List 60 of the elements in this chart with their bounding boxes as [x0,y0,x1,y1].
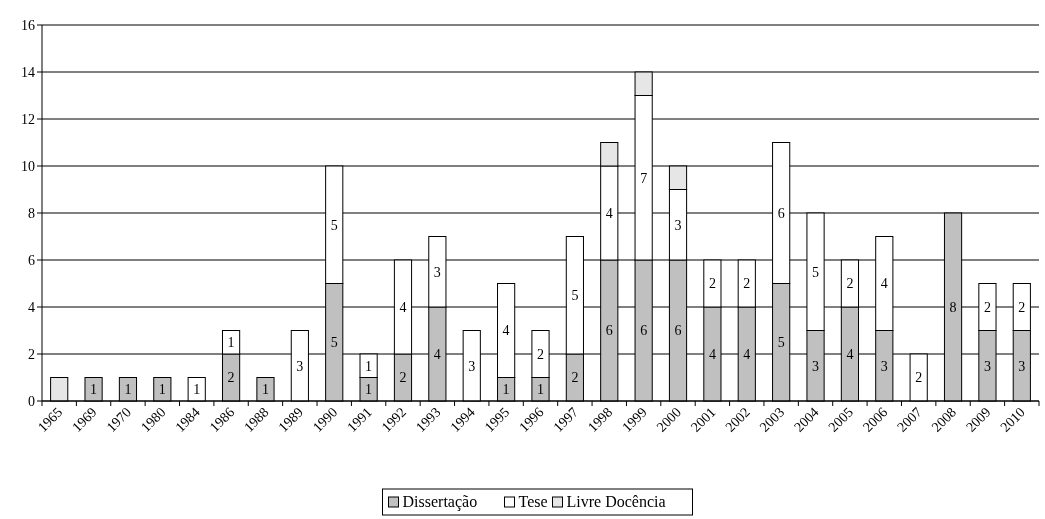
data-label: 4 [399,299,407,315]
data-label: 3 [468,358,476,374]
data-label: 6 [640,323,648,339]
y-tick-label: 14 [21,64,35,80]
data-label: 3 [812,358,820,374]
data-label: 6 [777,205,785,221]
data-label: 5 [812,264,820,280]
data-label: 2 [1018,299,1026,315]
y-tick-label: 0 [28,393,35,409]
data-label: 5 [330,335,338,351]
data-label: 2 [983,299,991,315]
data-label: 6 [674,323,682,339]
data-label: 3 [983,358,991,374]
data-label: 1 [365,382,373,398]
legend-label: Tese [518,493,548,510]
y-tick-label: 12 [21,111,35,127]
data-label: 2 [743,276,751,292]
data-label: 1 [90,382,98,398]
data-label: 4 [605,205,613,221]
data-label: 3 [880,358,888,374]
data-label: 2 [846,276,854,292]
data-label: 1 [537,382,544,398]
data-label: 1 [227,335,235,351]
y-tick-label: 4 [28,299,35,315]
data-label: 2 [399,370,407,386]
data-label: 5 [777,335,785,351]
data-label: 4 [433,346,441,362]
legend-label: Livre Docência [566,493,666,510]
x-tick-label: 2001 [688,404,719,435]
y-tick-label: 6 [28,252,35,268]
data-label: 7 [640,170,648,186]
data-label: 2 [227,370,235,386]
data-label: 3 [296,358,304,374]
data-label: 4 [846,346,854,362]
data-label: 1 [502,382,510,398]
data-label: 5 [330,217,338,233]
data-label: 6 [605,323,613,339]
data-label: 2 [537,346,544,362]
data-label: 8 [949,299,957,315]
data-label: 5 [571,288,579,304]
data-label: 3 [674,217,682,233]
data-label: 2 [708,276,716,292]
data-label: 1 [365,358,373,374]
y-tick-label: 2 [28,346,35,362]
data-label: 3 [433,264,441,280]
data-label: 1 [193,382,201,398]
data-label: 1 [158,382,166,398]
data-label: 3 [1018,358,1026,374]
data-label: 1 [261,382,269,398]
data-label: 4 [502,323,510,339]
legend-label: Dissertação [402,493,478,511]
data-label: 4 [708,346,716,362]
data-label: 4 [880,276,888,292]
y-tick-label: 8 [28,205,35,221]
y-tick-label: 16 [21,17,35,33]
data-label: 4 [743,346,751,362]
data-label: 2 [915,370,923,386]
y-tick-label: 10 [21,158,35,174]
data-label: 1 [124,382,132,398]
data-label: 2 [571,370,579,386]
